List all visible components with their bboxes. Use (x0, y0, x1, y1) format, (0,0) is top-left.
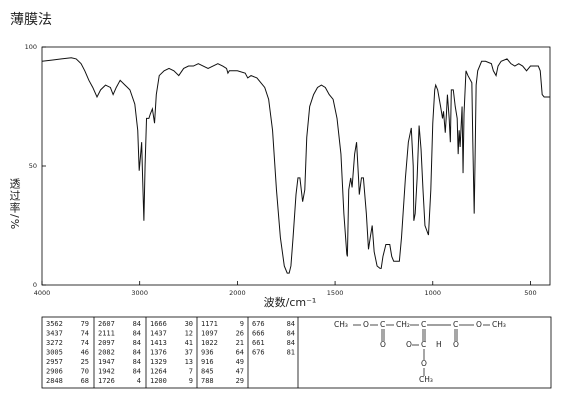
peak-transmittance: 49 (236, 358, 244, 366)
y-tick-label: 0 (33, 281, 37, 289)
peak-wavenumber: 3562 (46, 320, 63, 328)
peak-wavenumber: 2097 (98, 339, 115, 347)
peak-transmittance: 64 (236, 349, 244, 357)
peak-transmittance: 74 (81, 330, 89, 338)
peak-transmittance: 84 (133, 320, 141, 328)
peak-wavenumber: 1947 (98, 358, 115, 366)
peak-transmittance: 79 (81, 320, 89, 328)
peak-transmittance: 30 (185, 320, 193, 328)
atom: O (421, 359, 427, 368)
chart-title: 薄膜法 (10, 12, 52, 28)
peak-transmittance: 74 (81, 339, 89, 347)
peak-wavenumber: 1264 (150, 368, 167, 376)
atom: O (380, 340, 386, 349)
peak-wavenumber: 1171 (201, 320, 218, 328)
peak-transmittance: 84 (287, 339, 295, 347)
peak-wavenumber: 2957 (46, 358, 63, 366)
peak-transmittance: 4 (137, 377, 141, 385)
atom: CH₃ (419, 375, 433, 384)
peak-wavenumber: 3005 (46, 349, 63, 357)
peak-wavenumber: 1200 (150, 377, 167, 385)
peak-wavenumber: 1437 (150, 330, 167, 338)
peak-transmittance: 84 (133, 368, 141, 376)
peak-transmittance: 84 (133, 349, 141, 357)
peak-wavenumber: 661 (252, 339, 265, 347)
atom: O (406, 340, 412, 349)
atom: H (436, 340, 442, 349)
x-tick-label: 1500 (327, 289, 344, 297)
peak-wavenumber: 936 (201, 349, 214, 357)
peak-wavenumber: 2848 (46, 377, 63, 385)
atom: C (380, 320, 385, 329)
y-axis-label: 透过率/% (8, 178, 21, 230)
peak-transmittance: 29 (236, 377, 244, 385)
peak-wavenumber: 1942 (98, 368, 115, 376)
peak-transmittance: 25 (81, 358, 89, 366)
x-tick-label: 3000 (131, 289, 148, 297)
structure: CH₃ O C CH₂ C C O CH₃ O O C H O CH₃ O (334, 320, 506, 384)
atom: CH₃ (334, 320, 348, 329)
atom: C (453, 320, 458, 329)
peak-transmittance: 84 (133, 358, 141, 366)
peak-transmittance: 47 (236, 368, 244, 376)
plot-frame (41, 46, 551, 286)
atom: CH₂ (396, 320, 410, 329)
atom: O (363, 320, 369, 329)
peak-transmittance: 41 (185, 339, 193, 347)
peak-wavenumber: 1022 (201, 339, 218, 347)
peak-transmittance: 12 (185, 330, 193, 338)
peak-wavenumber: 1666 (150, 320, 167, 328)
peak-wavenumber: 1726 (98, 377, 115, 385)
x-tick-label: 1000 (424, 289, 441, 297)
peak-wavenumber: 916 (201, 358, 214, 366)
x-tick-label: 4000 (34, 289, 51, 297)
y-tick-label: 50 (29, 162, 37, 170)
peak-wavenumber: 2082 (98, 349, 115, 357)
peak-transmittance: 9 (240, 320, 244, 328)
peak-transmittance: 7 (189, 368, 193, 376)
peak-wavenumber: 1329 (150, 358, 167, 366)
peak-wavenumber: 3437 (46, 330, 63, 338)
atom: O (453, 340, 459, 349)
peak-wavenumber: 666 (252, 330, 265, 338)
table-dividers (93, 317, 299, 388)
peak-table-frame (41, 316, 552, 389)
x-tick-label: 2000 (229, 289, 246, 297)
peak-transmittance: 13 (185, 358, 193, 366)
peak-transmittance: 70 (81, 368, 89, 376)
peak-wavenumber: 2111 (98, 330, 115, 338)
peak-wavenumber: 845 (201, 368, 214, 376)
peak-wavenumber: 3272 (46, 339, 63, 347)
peak-wavenumber: 1413 (150, 339, 167, 347)
peak-wavenumber: 1376 (150, 349, 167, 357)
peak-transmittance: 9 (189, 377, 193, 385)
peak-wavenumber: 676 (252, 320, 265, 328)
spectrum-line (41, 57, 550, 274)
peak-wavenumber: 676 (252, 349, 265, 357)
atom: C (421, 320, 426, 329)
x-tick-label: 500 (524, 289, 536, 297)
atom: C (421, 340, 426, 349)
y-tick-label: 100 (25, 43, 37, 51)
peak-transmittance: 81 (287, 349, 295, 357)
peak-transmittance: 84 (133, 330, 141, 338)
peak-transmittance: 68 (81, 377, 89, 385)
peak-wavenumber: 788 (201, 377, 214, 385)
peak-transmittance: 26 (236, 330, 244, 338)
peak-transmittance: 84 (133, 339, 141, 347)
peak-transmittance: 84 (287, 330, 295, 338)
atom: O (476, 320, 482, 329)
peak-wavenumber: 2607 (98, 320, 115, 328)
peak-transmittance: 37 (185, 349, 193, 357)
peak-transmittance: 46 (81, 349, 89, 357)
peak-transmittance: 21 (236, 339, 244, 347)
peak-wavenumber: 1097 (201, 330, 218, 338)
x-axis-label: 波数/cm⁻¹ (264, 296, 317, 309)
peak-transmittance: 84 (287, 320, 295, 328)
peak-wavenumber: 2906 (46, 368, 63, 376)
atom: CH₃ (492, 320, 506, 329)
